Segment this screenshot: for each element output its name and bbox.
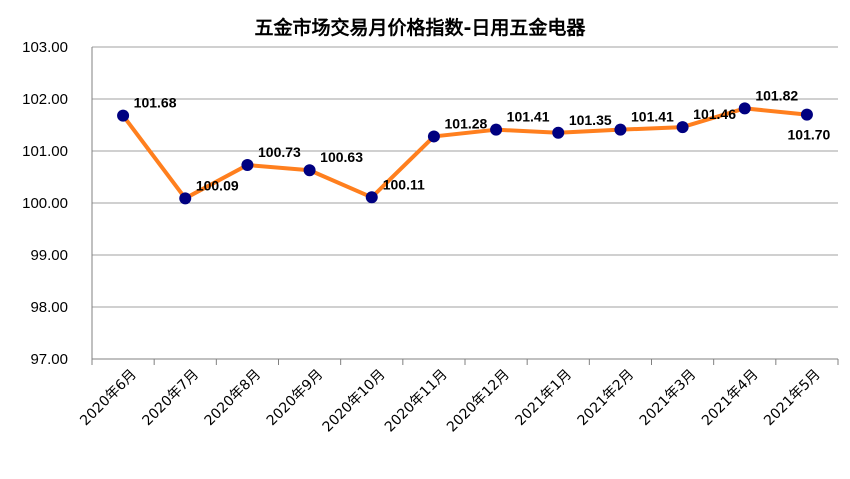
series-line xyxy=(117,102,813,205)
data-point xyxy=(117,109,130,122)
data-label: 101.41 xyxy=(631,109,674,125)
data-label: 100.73 xyxy=(258,144,301,160)
x-tick-label: 2020年7月 xyxy=(139,367,202,430)
data-point xyxy=(738,102,751,115)
y-tick-label: 99.00 xyxy=(30,247,68,264)
data-point xyxy=(676,121,689,134)
data-point xyxy=(241,159,254,172)
x-tick-label: 2021年5月 xyxy=(761,367,824,430)
data-point xyxy=(800,108,813,121)
data-label: 100.09 xyxy=(196,177,239,193)
data-point xyxy=(427,130,440,143)
y-tick-label: 102.00 xyxy=(22,91,68,108)
data-point xyxy=(303,164,316,177)
x-tick-label: 2020年8月 xyxy=(202,367,265,430)
data-label: 100.11 xyxy=(383,176,425,192)
data-label: 101.46 xyxy=(693,106,736,122)
gridlines xyxy=(92,46,838,308)
y-tick-label: 101.00 xyxy=(22,143,68,160)
y-tick-label: 97.00 xyxy=(30,351,68,368)
y-tick-label: 103.00 xyxy=(22,39,68,56)
x-tick-label: 2020年12月 xyxy=(444,367,513,436)
data-point xyxy=(614,123,627,136)
x-tick-label: 2020年10月 xyxy=(320,367,389,436)
x-tick-label: 2020年11月 xyxy=(382,367,451,436)
x-tick-label: 2021年4月 xyxy=(699,367,762,430)
y-tick-label: 98.00 xyxy=(30,299,68,316)
data-point xyxy=(179,192,192,205)
x-tick-label: 2021年2月 xyxy=(575,367,638,430)
data-label: 101.41 xyxy=(507,109,550,125)
data-label: 101.35 xyxy=(569,112,612,128)
x-tick-labels: 2020年6月 2020年7月 2020年8月 2020年9月2020年10月2020… xyxy=(77,367,823,436)
data-point xyxy=(490,123,503,136)
series-line-path xyxy=(121,106,808,201)
data-point xyxy=(365,191,378,204)
data-point xyxy=(552,126,565,139)
data-label: 101.70 xyxy=(788,127,831,143)
data-label: 101.28 xyxy=(445,115,488,131)
data-label: 101.82 xyxy=(755,87,798,103)
x-tick-label: 2020年9月 xyxy=(264,367,327,430)
x-tick-label: 2021年1月 xyxy=(512,367,575,430)
x-tick-label: 2021年3月 xyxy=(637,367,700,430)
data-label: 101.68 xyxy=(134,95,177,111)
y-tick-label: 100.00 xyxy=(22,195,68,212)
y-tick-labels: 97.00 98.00 99.00 100.00 101.00 102.00 103.00 xyxy=(22,39,68,368)
x-tick-label: 2020年6月 xyxy=(77,367,140,430)
data-label: 100.63 xyxy=(320,149,363,165)
data-labels: 101.68 100.09 100.73 100.63 100.11 101.28 101.… xyxy=(134,87,831,193)
chart-title: 五金市场交易月价格指数-日用五金电器 xyxy=(255,16,587,39)
axes xyxy=(91,47,839,365)
